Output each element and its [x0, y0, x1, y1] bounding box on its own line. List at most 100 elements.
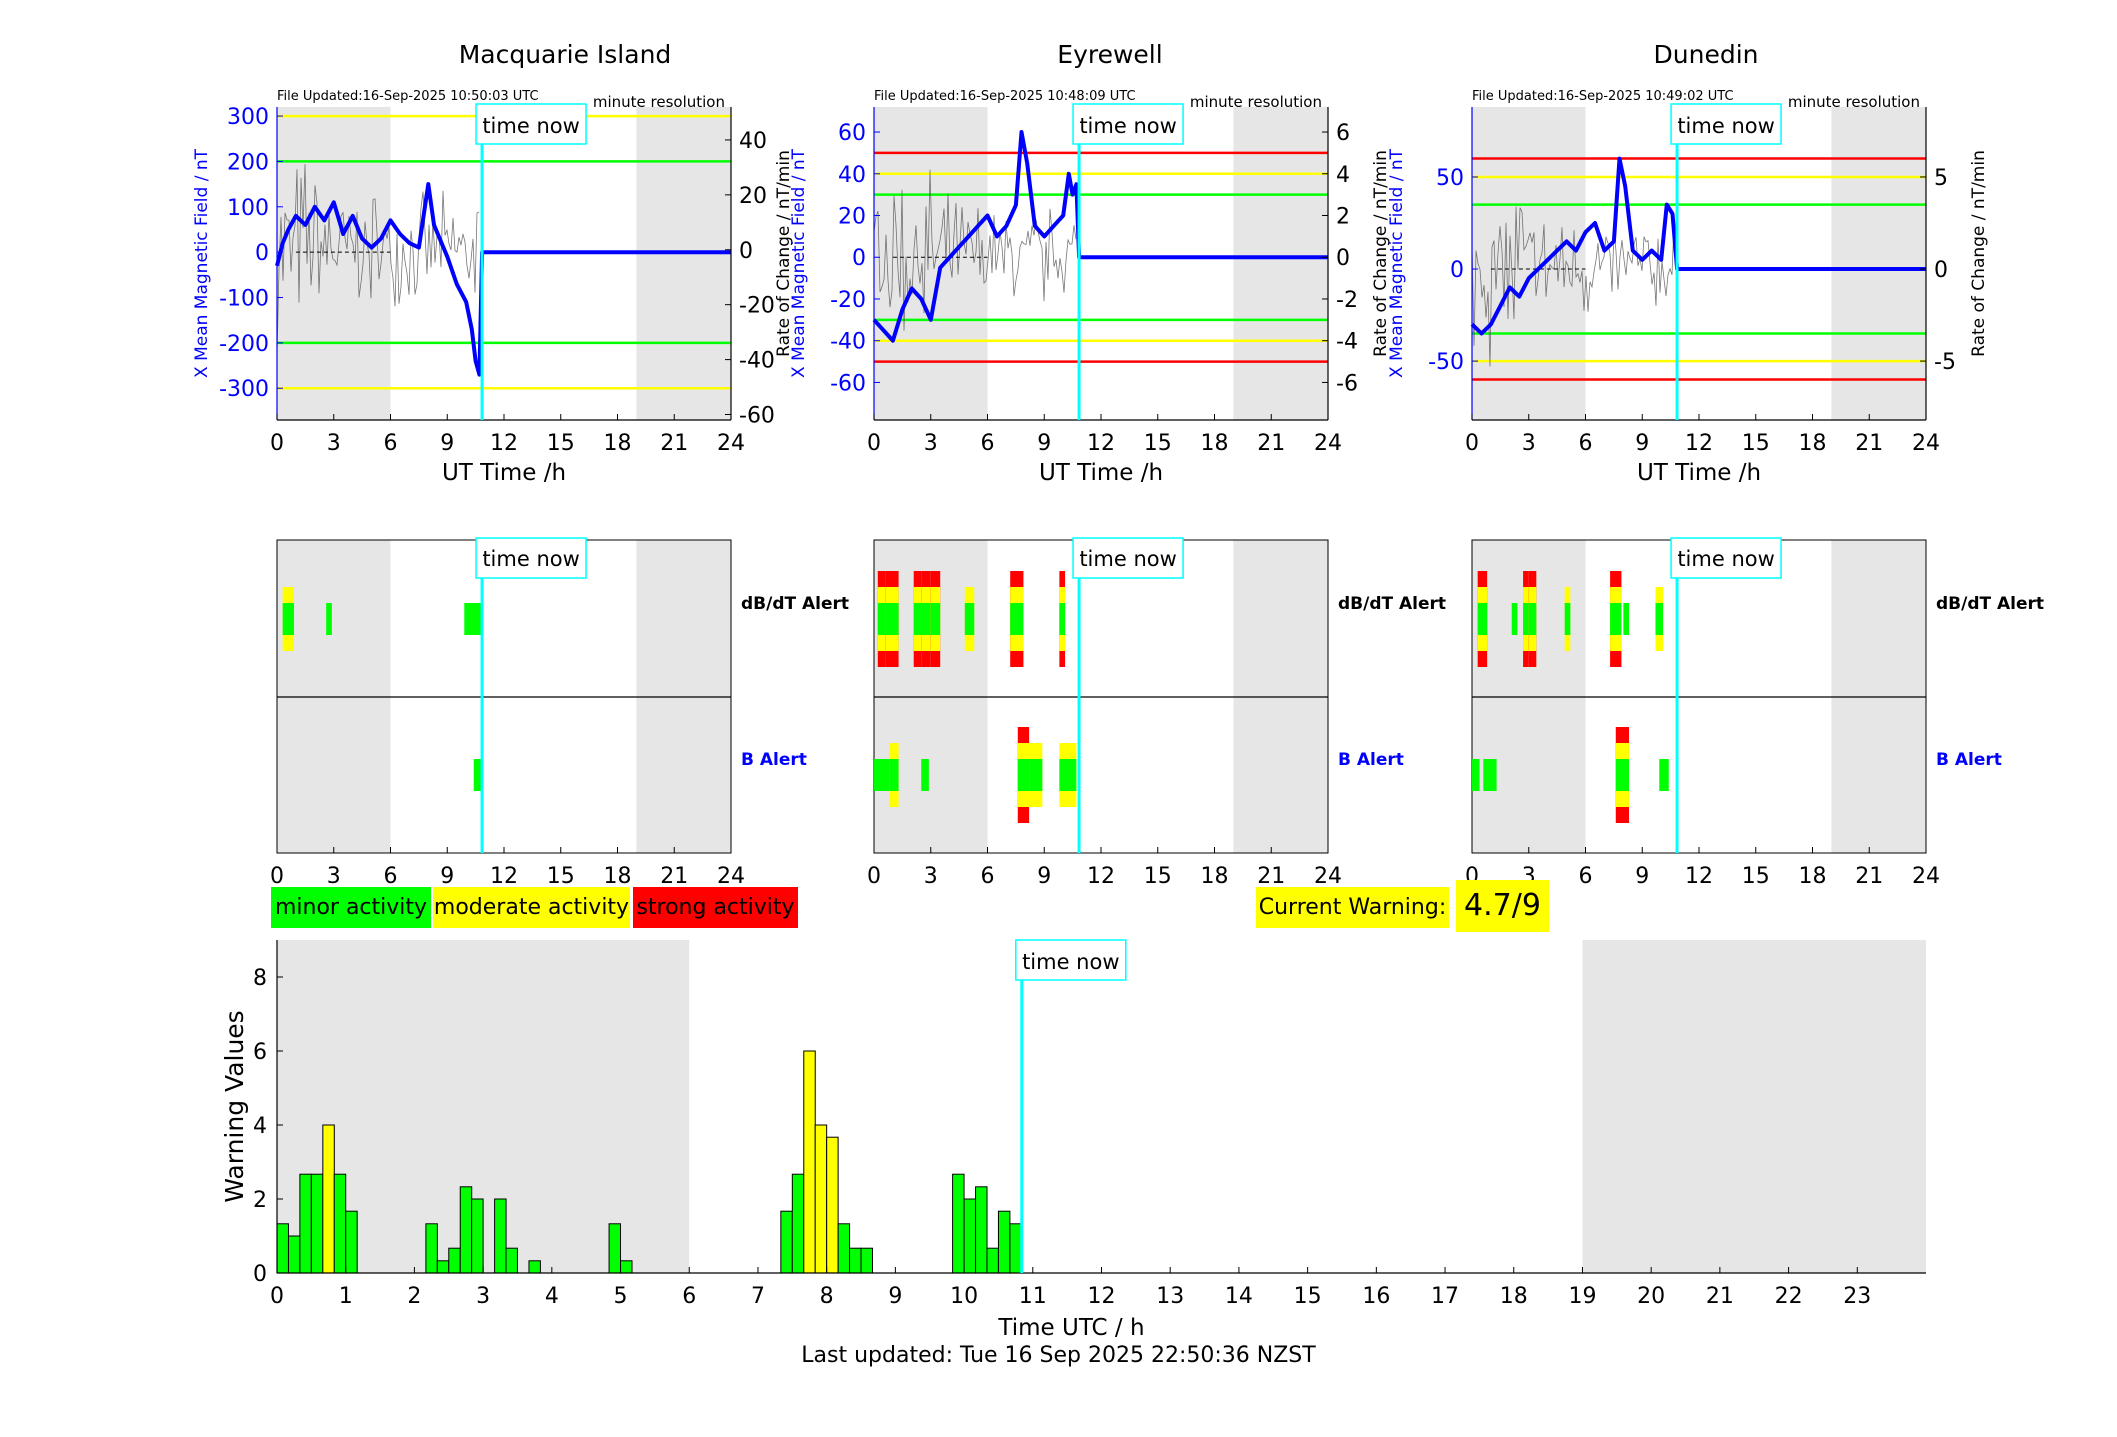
- dbdt-alert-bar-minor: [964, 603, 975, 635]
- b-alert-bar-minor: [921, 759, 929, 791]
- file-updated-text: File Updated:16-Sep-2025 10:48:09 UTC: [874, 89, 1136, 104]
- dbdt-alert-label: dB/dT Alert: [1936, 594, 2044, 614]
- warning-bar: [780, 1210, 793, 1274]
- x-tick-label: 9: [1635, 864, 1649, 889]
- x-tick-label: 15: [1742, 864, 1770, 889]
- x-tick-label: 21: [1855, 864, 1883, 889]
- b-alert-bar-minor: [874, 759, 890, 791]
- x-tick-label: 18: [1500, 1284, 1528, 1309]
- warning-bar: [814, 1124, 828, 1274]
- night-shade: [636, 107, 731, 420]
- x-axis-label: UT Time /h: [442, 460, 566, 486]
- b-alert-label: B Alert: [1936, 750, 2002, 770]
- last-updated-text: Last updated: Tue 16 Sep 2025 22:50:36 N…: [801, 1343, 1316, 1368]
- x-tick-label: 24: [1912, 431, 1940, 456]
- x-tick-label: 15: [547, 431, 575, 456]
- x-tick-label: 9: [1037, 431, 1051, 456]
- night-shade: [1472, 107, 1586, 420]
- dbdt-alert-bar-minor: [1564, 603, 1571, 635]
- left-tick-label: 0: [255, 241, 269, 266]
- x-tick-label: 9: [1037, 864, 1051, 889]
- x-tick-label: 21: [1855, 431, 1883, 456]
- y-tick-label: 8: [253, 966, 267, 991]
- x-tick-label: 19: [1568, 1284, 1596, 1309]
- b-alert-bar-minor: [1615, 759, 1630, 791]
- warning-bar: [791, 1173, 805, 1274]
- warning-bar: [837, 1223, 851, 1274]
- x-tick-label: 18: [1799, 864, 1827, 889]
- b-alert-label: B Alert: [1338, 750, 1404, 770]
- left-tick-label: 300: [227, 105, 269, 130]
- resolution-label: minute resolution: [593, 93, 725, 111]
- night-shade: [1831, 107, 1926, 420]
- current-warning-value: 4.7/9: [1456, 880, 1549, 932]
- dbdt-alert-bar-minor: [1610, 603, 1622, 635]
- warning-x-axis-label: Time UTC / h: [997, 1315, 1144, 1341]
- x-tick-label: 24: [1314, 864, 1342, 889]
- warning-bar: [448, 1247, 461, 1274]
- x-tick-label: 24: [717, 864, 745, 889]
- right-tick-label: -20: [739, 294, 775, 319]
- left-tick-label: 200: [227, 150, 269, 175]
- x-tick-label: 6: [1579, 431, 1593, 456]
- right-axis-label: Rate of Change / nT/min: [1969, 150, 1989, 357]
- x-tick-label: 18: [1799, 431, 1827, 456]
- b-alert-bar-minor: [1472, 759, 1480, 791]
- x-tick-label: 20: [1637, 1284, 1665, 1309]
- x-tick-label: 4: [545, 1284, 559, 1309]
- x-tick-label: 3: [327, 864, 341, 889]
- warning-bar: [986, 1247, 999, 1274]
- x-tick-label: 21: [1257, 431, 1285, 456]
- legend-strong-activity: strong activity: [633, 887, 798, 928]
- b-alert-label: B Alert: [741, 750, 807, 770]
- right-axis-label: Rate of Change / nT/min: [1371, 150, 1391, 357]
- b-alert-bar-minor: [1483, 759, 1497, 791]
- warning-bar: [860, 1247, 873, 1274]
- resolution-label: minute resolution: [1190, 93, 1322, 111]
- x-axis-label: UT Time /h: [1039, 460, 1163, 486]
- warning-bar: [505, 1247, 518, 1274]
- warning-bar: [333, 1173, 347, 1274]
- right-tick-label: 4: [1336, 163, 1350, 188]
- x-tick-label: 9: [440, 431, 454, 456]
- warning-bar: [299, 1173, 312, 1274]
- warning-bar: [276, 1223, 289, 1274]
- mean-field-line: [275, 182, 731, 377]
- warning-bar: [471, 1198, 484, 1274]
- right-tick-label: -60: [739, 404, 775, 429]
- x-tick-label: 3: [476, 1284, 490, 1309]
- y-tick-label: 2: [253, 1188, 267, 1213]
- x-tick-label: 18: [604, 864, 632, 889]
- x-tick-label: 12: [490, 431, 518, 456]
- x-tick-label: 12: [1088, 1284, 1116, 1309]
- warning-bar: [608, 1223, 622, 1274]
- warning-bar: [620, 1260, 633, 1274]
- time-now-label: time now: [482, 547, 579, 571]
- time-now-box: [1670, 103, 1782, 145]
- time-now-box: [1015, 939, 1127, 981]
- x-tick-label: 22: [1775, 1284, 1803, 1309]
- dbdt-alert-bar-minor: [464, 603, 482, 635]
- x-tick-label: 7: [751, 1284, 765, 1309]
- left-tick-label: -40: [830, 330, 866, 355]
- file-updated-text: File Updated:16-Sep-2025 10:49:02 UTC: [1472, 89, 1734, 104]
- right-tick-label: 40: [739, 129, 767, 154]
- resolution-label: minute resolution: [1788, 93, 1920, 111]
- left-tick-label: 40: [838, 163, 866, 188]
- x-tick-label: 18: [1201, 431, 1229, 456]
- x-tick-label: 6: [384, 431, 398, 456]
- x-tick-label: 24: [717, 431, 745, 456]
- dbdt-alert-bar-minor: [1059, 603, 1066, 635]
- dbdt-alert-bar-minor: [1010, 603, 1024, 635]
- time-now-label: time now: [1022, 950, 1119, 974]
- x-tick-label: 12: [1087, 431, 1115, 456]
- y-tick-label: 6: [253, 1040, 267, 1065]
- warning-bar: [459, 1186, 473, 1274]
- right-axis-label: Rate of Change / nT/min: [774, 150, 794, 357]
- right-tick-label: 0: [1934, 258, 1948, 283]
- x-tick-label: 18: [604, 431, 632, 456]
- x-tick-label: 15: [1144, 431, 1172, 456]
- right-tick-label: -40: [739, 349, 775, 374]
- right-tick-label: 0: [739, 239, 753, 264]
- b-alert-bar-minor: [473, 759, 483, 791]
